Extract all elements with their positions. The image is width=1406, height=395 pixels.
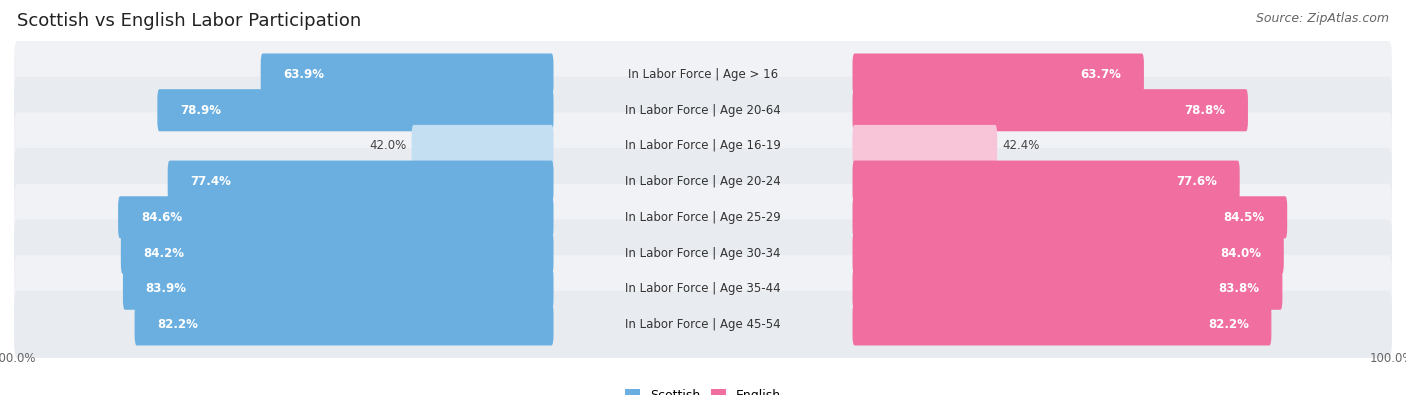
Text: In Labor Force | Age 20-64: In Labor Force | Age 20-64: [626, 104, 780, 117]
Text: Source: ZipAtlas.com: Source: ZipAtlas.com: [1256, 12, 1389, 25]
Text: 77.4%: 77.4%: [190, 175, 232, 188]
FancyBboxPatch shape: [412, 125, 554, 167]
FancyBboxPatch shape: [118, 196, 554, 238]
Text: 83.9%: 83.9%: [146, 282, 187, 295]
FancyBboxPatch shape: [14, 77, 1392, 144]
Text: 77.6%: 77.6%: [1175, 175, 1218, 188]
FancyBboxPatch shape: [14, 113, 1392, 179]
FancyBboxPatch shape: [121, 232, 554, 274]
Text: In Labor Force | Age 35-44: In Labor Force | Age 35-44: [626, 282, 780, 295]
FancyBboxPatch shape: [135, 303, 554, 346]
FancyBboxPatch shape: [167, 161, 554, 203]
FancyBboxPatch shape: [122, 268, 554, 310]
Text: In Labor Force | Age 16-19: In Labor Force | Age 16-19: [626, 139, 780, 152]
FancyBboxPatch shape: [852, 303, 1271, 346]
Text: 78.9%: 78.9%: [180, 104, 221, 117]
FancyBboxPatch shape: [14, 291, 1392, 358]
FancyBboxPatch shape: [14, 148, 1392, 215]
Text: 82.2%: 82.2%: [1208, 318, 1249, 331]
Text: 84.6%: 84.6%: [141, 211, 181, 224]
FancyBboxPatch shape: [14, 255, 1392, 322]
Text: In Labor Force | Age 30-34: In Labor Force | Age 30-34: [626, 246, 780, 260]
Text: 63.9%: 63.9%: [284, 68, 325, 81]
FancyBboxPatch shape: [157, 89, 554, 131]
Text: 63.7%: 63.7%: [1080, 68, 1121, 81]
FancyBboxPatch shape: [260, 53, 554, 96]
Text: 84.5%: 84.5%: [1223, 211, 1264, 224]
FancyBboxPatch shape: [852, 89, 1249, 131]
FancyBboxPatch shape: [852, 196, 1288, 238]
Text: 84.2%: 84.2%: [143, 246, 184, 260]
FancyBboxPatch shape: [852, 268, 1282, 310]
Text: In Labor Force | Age 45-54: In Labor Force | Age 45-54: [626, 318, 780, 331]
Text: 83.8%: 83.8%: [1219, 282, 1260, 295]
FancyBboxPatch shape: [852, 53, 1144, 96]
FancyBboxPatch shape: [852, 232, 1284, 274]
FancyBboxPatch shape: [14, 184, 1392, 251]
FancyBboxPatch shape: [852, 161, 1240, 203]
Text: 42.4%: 42.4%: [1002, 139, 1039, 152]
Text: In Labor Force | Age 25-29: In Labor Force | Age 25-29: [626, 211, 780, 224]
Text: In Labor Force | Age 20-24: In Labor Force | Age 20-24: [626, 175, 780, 188]
FancyBboxPatch shape: [14, 41, 1392, 108]
Text: 42.0%: 42.0%: [370, 139, 406, 152]
Legend: Scottish, English: Scottish, English: [620, 384, 786, 395]
Text: In Labor Force | Age > 16: In Labor Force | Age > 16: [628, 68, 778, 81]
Text: 84.0%: 84.0%: [1220, 246, 1261, 260]
Text: 82.2%: 82.2%: [157, 318, 198, 331]
FancyBboxPatch shape: [14, 220, 1392, 286]
Text: 78.8%: 78.8%: [1184, 104, 1225, 117]
FancyBboxPatch shape: [852, 125, 997, 167]
Text: Scottish vs English Labor Participation: Scottish vs English Labor Participation: [17, 12, 361, 30]
